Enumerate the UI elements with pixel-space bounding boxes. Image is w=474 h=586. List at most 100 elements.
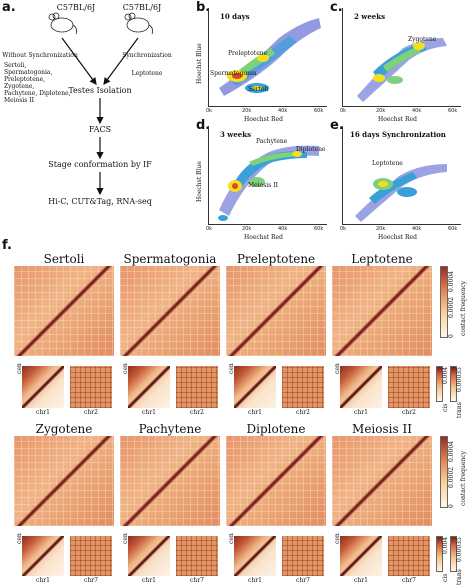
hic-map-zygotene <box>14 436 114 526</box>
facs-title-3-weeks: 3 weeks <box>220 130 252 139</box>
cbar-label-row1: contact frequency <box>460 280 467 336</box>
hic-cis-zygotene <box>22 536 64 576</box>
hic-title-zygotene: Zygotene <box>35 422 93 436</box>
panel-label-e: e. <box>330 118 344 133</box>
hic-cis-spermatogonia <box>128 366 170 408</box>
tick-b-x3: 60k <box>314 108 324 114</box>
facs-xlabel-e: Hoechst Red <box>378 234 417 241</box>
chr-cis-r1-2: chr1 <box>142 409 156 416</box>
chr-trans-r1-3: chr2 <box>296 409 310 416</box>
hic-title-sertoli: Sertoli <box>43 252 85 266</box>
hic-title-spermatogonia: Spermatogonia <box>123 252 217 266</box>
chr-trans-r2-4: chr7 <box>402 577 416 584</box>
mouse-strain-right: C57BL/6J <box>122 3 162 12</box>
cen-label-r2-4: cen <box>334 533 341 544</box>
hic-trans-zygotene <box>70 536 112 576</box>
cbar-cis-label-row2: cis <box>442 573 449 582</box>
hic-trans-meiosis-ii <box>388 536 430 576</box>
hic-cis-preleptotene <box>234 366 276 408</box>
tick-e-x3: 60k <box>448 226 458 232</box>
panel-label-d: d. <box>196 118 211 133</box>
chr-cis-r2-4: chr1 <box>354 577 368 584</box>
cbar-label-row2: contact frequency <box>460 450 467 506</box>
tick-c-x0: 0k <box>340 108 347 114</box>
hic-map-meiosis-ii <box>332 436 432 526</box>
tick-d-x1: 20k <box>242 226 252 232</box>
ann-sertoli: Sertoli <box>248 86 269 93</box>
cbar-trans-max-row2: 0.00035 <box>456 537 463 562</box>
cen-label-r2-3: cen <box>228 533 235 544</box>
hic-title-meiosis-ii: Meiosis II <box>352 422 412 436</box>
hic-trans-preleptotene <box>282 366 324 408</box>
step-facs: FACS <box>88 125 112 134</box>
colorbar-cis-row1 <box>436 366 443 402</box>
hic-map-leptotene <box>332 266 432 356</box>
chr-trans-r1-1: chr2 <box>84 409 98 416</box>
facs-plot-2-weeks <box>342 8 461 107</box>
hic-map-preleptotene <box>226 266 326 356</box>
cbar-trans-label-row1: trans <box>456 402 463 418</box>
facs-xlabel-d: Hoechst Red <box>244 234 283 241</box>
facs-ylabel-d: Hoechst Blue <box>196 161 203 202</box>
hic-map-pachytene <box>120 436 220 526</box>
cbar-min-row2: 0 <box>448 504 455 508</box>
hic-cis-sertoli <box>22 366 64 408</box>
cbar-trans-max-row1: 0.00035 <box>456 367 463 392</box>
hic-trans-pachytene <box>176 536 218 576</box>
branch-left-cells: Sertoli, Spermatogonia, Preleptotene, Zy… <box>4 62 71 104</box>
cen-label-r1-4: cen <box>334 363 341 374</box>
chr-trans-r2-2: chr7 <box>190 577 204 584</box>
ann-spermatogonia: Spermatogonia <box>210 70 257 77</box>
chr-trans-r2-3: chr7 <box>296 577 310 584</box>
hic-cis-diplotene <box>234 536 276 576</box>
panel-label-a: a. <box>2 0 16 15</box>
colorbar-trans-row1 <box>450 366 457 402</box>
facs-xlabel-c: Hoechst Red <box>378 116 417 123</box>
facs-plot-10-days <box>208 8 327 107</box>
hic-map-sertoli <box>14 266 114 356</box>
cen-label-r2-2: cen <box>122 533 129 544</box>
cen-label-r2-1: cen <box>16 533 23 544</box>
tick-c-x2: 40k <box>412 108 422 114</box>
hic-trans-leptotene <box>388 366 430 408</box>
panel-label-f: f. <box>2 238 12 253</box>
mouse-icon-right <box>124 12 153 35</box>
facs-title-2-weeks: 2 weeks <box>354 12 386 21</box>
hic-map-diplotene <box>226 436 326 526</box>
hic-cis-leptotene <box>340 366 382 408</box>
colorbar-contact-row1 <box>440 266 448 338</box>
panel-label-b: b. <box>196 0 211 15</box>
ann-preleptotene: Preleptotene <box>228 50 268 57</box>
cen-label-r1-2: cen <box>122 363 129 374</box>
chr-trans-r1-4: chr2 <box>402 409 416 416</box>
chr-cis-r2-2: chr1 <box>142 577 156 584</box>
cbar-max-row1: 0.0004 <box>448 271 455 292</box>
hic-trans-diplotene <box>282 536 324 576</box>
hic-map-spermatogonia <box>120 266 220 356</box>
chr-trans-r1-2: chr2 <box>190 409 204 416</box>
cbar-cis-label-row1: cis <box>442 403 449 412</box>
panel-label-c: c. <box>330 0 343 15</box>
ann-leptotene: Leptotene <box>372 160 403 167</box>
cbar-max-row2: 0.0004 <box>448 441 455 462</box>
facs-title-10-days: 10 days <box>220 12 250 21</box>
hic-trans-spermatogonia <box>176 366 218 408</box>
cbar-mid-row2: 0.0002 <box>448 467 455 488</box>
hic-title-leptotene: Leptotene <box>351 252 413 266</box>
colorbar-contact-row2 <box>440 436 448 508</box>
chr-cis-r1-1: chr1 <box>36 409 50 416</box>
ann-pachytene: Pachytene <box>256 138 288 145</box>
colorbar-cis-row2 <box>436 536 443 572</box>
cen-label-r1-3: cen <box>228 363 235 374</box>
branch-left-title: Without Synchronization <box>2 52 78 59</box>
mouse-strain-left: C57BL/6J <box>56 3 96 12</box>
chr-cis-r2-1: chr1 <box>36 577 50 584</box>
tick-c-x3: 60k <box>448 108 458 114</box>
tick-b-x0: 0k <box>206 108 213 114</box>
hic-cis-meiosis-ii <box>340 536 382 576</box>
hic-title-pachytene: Pachytene <box>138 422 202 436</box>
tick-e-x2: 40k <box>412 226 422 232</box>
step-testes-isolation: Testes Isolation <box>68 86 132 95</box>
chr-trans-r2-1: chr7 <box>84 577 98 584</box>
